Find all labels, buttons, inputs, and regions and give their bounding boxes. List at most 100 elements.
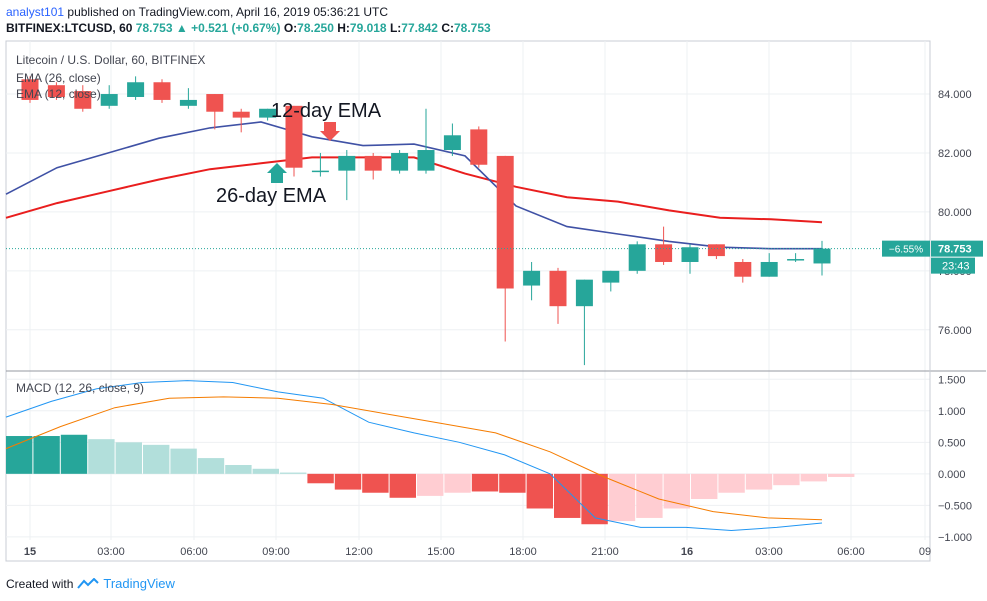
close-value: 78.753 — [453, 21, 491, 35]
candle-body — [391, 152, 409, 171]
candle-body — [100, 94, 118, 106]
macd-histogram-bar — [170, 448, 197, 474]
candle-body — [549, 270, 567, 307]
macd-histogram-bar — [389, 473, 416, 498]
macd-histogram-bar — [280, 472, 307, 474]
candle-body — [285, 105, 303, 168]
macd-histogram-bar — [362, 473, 389, 493]
ema12-line — [5, 121, 822, 250]
macd-histogram-bar — [554, 473, 581, 518]
macd-tick-label: 0.500 — [938, 437, 966, 449]
change-arrow-icon: ▲ — [175, 21, 188, 35]
published-text: published on TradingView.com, April 16, … — [67, 5, 389, 19]
candle-body — [575, 279, 593, 307]
macd-histogram-bar — [88, 439, 115, 474]
countdown-text: 23:43 — [942, 261, 970, 273]
tradingview-logo-icon — [77, 577, 100, 589]
annotation-arrow-up-icon — [267, 163, 287, 183]
candle-body — [787, 259, 805, 261]
time-tick-label: 16 — [681, 546, 693, 558]
macd-histogram-bar — [417, 473, 444, 496]
macd-lines — [5, 380, 823, 532]
macd-histogram-bar — [499, 473, 526, 493]
macd-histogram-bar — [773, 473, 800, 486]
time-tick-label: 15 — [24, 546, 36, 558]
annotations: 12-day EMA 26-day EMA — [216, 100, 382, 207]
macd-histogram-bar — [252, 468, 279, 474]
macd-histogram-bar — [471, 473, 499, 492]
last-price-badge-text: 78.753 — [938, 244, 972, 256]
candle-body — [259, 108, 277, 118]
low-label: L: — [389, 21, 402, 35]
time-tick-label: 06:00 — [837, 546, 865, 558]
candle-body — [734, 261, 752, 277]
high-value: 79.018 — [349, 21, 387, 35]
macd-line — [5, 380, 823, 532]
last-price: 78.753 — [135, 21, 173, 35]
symbol-ohlc-line: BITFINEX:LTCUSD, 60 78.753 ▲ +0.521 (+0.… — [6, 21, 491, 35]
legend-title: Litecoin / U.S. Dollar, 60, BITFINEX — [16, 53, 205, 67]
macd-histogram-bar — [197, 458, 225, 474]
macd-histogram-bar — [526, 473, 553, 509]
time-tick-label: 03:00 — [755, 546, 783, 558]
price-tick-label: 76.000 — [938, 325, 972, 337]
macd-histogram-bar — [225, 465, 252, 474]
open-label: O: — [283, 21, 298, 35]
macd-histogram-bar — [828, 473, 855, 477]
price-tick-label: 80.000 — [938, 207, 972, 219]
macd-axis[interactable]: 1.500 1.000 0.500 0.000 −0.500 −1.000 — [938, 374, 972, 544]
change-value: +0.521 (+0.67%) — [191, 21, 281, 35]
created-with-text: Created with — [6, 576, 74, 591]
candle-body — [338, 155, 356, 171]
macd-tick-label: −1.000 — [938, 532, 972, 544]
candle-body — [232, 111, 250, 118]
candle-body — [21, 79, 39, 100]
macd-histogram-bar — [6, 436, 33, 474]
candle-body — [813, 248, 831, 264]
macd-histogram-bar — [636, 473, 663, 518]
macd-histogram-bar — [307, 473, 334, 484]
macd-histogram-bar — [444, 473, 471, 493]
macd-histogram-bar — [691, 473, 718, 500]
macd-tick-label: −0.500 — [938, 500, 972, 512]
macd-tick-label: 0.000 — [938, 469, 966, 481]
annotation-arrow-down-icon — [320, 122, 340, 141]
candle-body — [364, 155, 382, 171]
macd-histogram-bar — [334, 473, 362, 490]
legend-macd: MACD (12, 26, close, 9) — [16, 381, 144, 395]
candle-body — [628, 244, 646, 271]
candle-body — [47, 85, 65, 97]
signal-line — [5, 396, 823, 521]
change-badge-text: −6.55% — [889, 245, 923, 256]
symbol-label[interactable]: BITFINEX:LTCUSD, 60 — [6, 21, 133, 35]
macd-histogram-bar — [143, 444, 170, 474]
countdown-badge — [931, 257, 975, 274]
candle-body — [602, 270, 620, 283]
candle-body — [760, 261, 778, 277]
candle-body — [311, 170, 329, 173]
legend-ema26: EMA (26, close) — [16, 71, 101, 85]
time-tick-label: 12:00 — [345, 546, 373, 558]
macd-histogram-bar — [115, 442, 142, 474]
candle-body — [179, 99, 197, 106]
macd-histogram-bar — [800, 473, 827, 482]
low-value: 77.842 — [401, 21, 438, 35]
candle-body — [127, 82, 145, 97]
candles — [21, 76, 831, 366]
macd-histogram — [6, 434, 855, 525]
candle-body — [443, 135, 461, 151]
ema12-polyline — [5, 121, 822, 250]
price-tick-label: 82.000 — [938, 148, 972, 160]
tradingview-brand[interactable]: TradingView — [103, 576, 175, 591]
time-tick-label: 03:00 — [97, 546, 125, 558]
last-price-marker: −6.55% 78.753 23:43 — [6, 240, 983, 274]
macd-histogram-bar — [718, 473, 745, 493]
macd-histogram-bar — [33, 436, 60, 474]
candle-body — [74, 91, 92, 109]
time-axis[interactable]: 15 03:00 06:00 09:00 12:00 15:00 18:00 21:00 16 0… — [24, 546, 931, 558]
author-link[interactable]: analyst101 — [6, 5, 65, 19]
open-value: 78.250 — [297, 21, 334, 35]
candle-body — [523, 270, 541, 286]
